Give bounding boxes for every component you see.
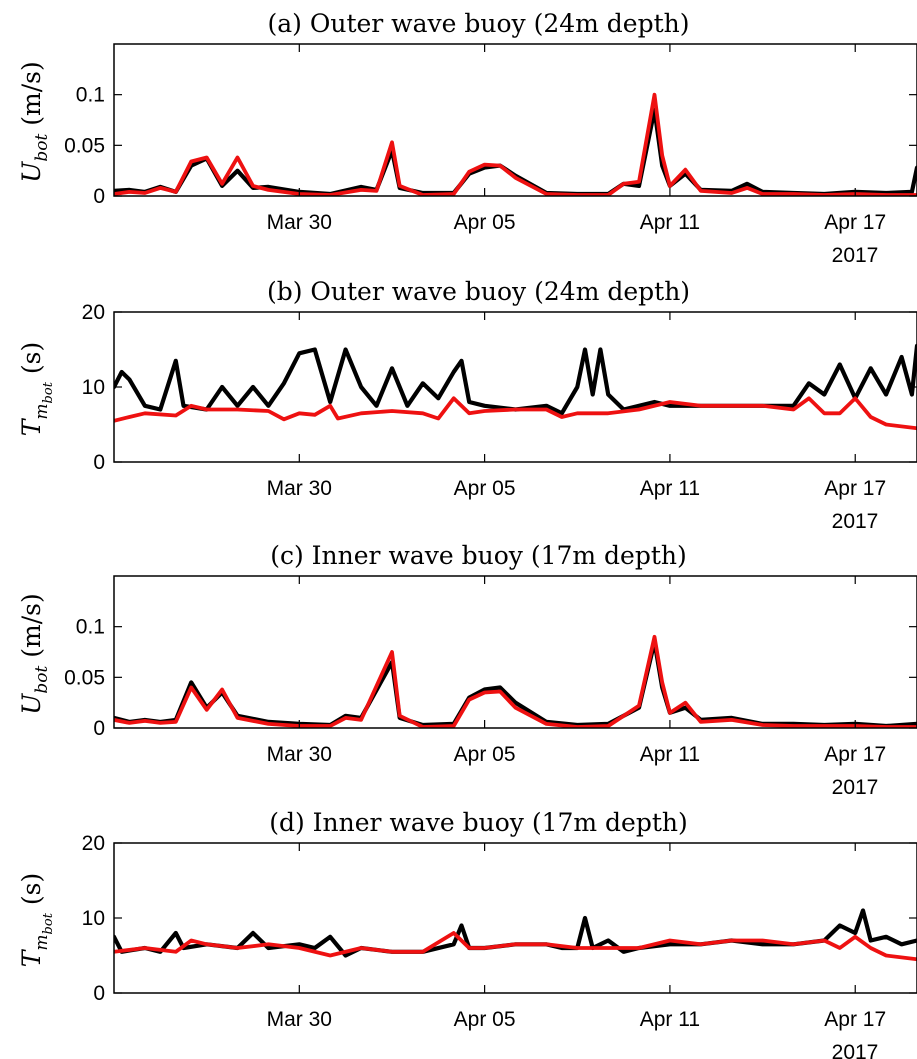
axis-box <box>113 842 917 994</box>
y-axis-label-unit: (m/s) <box>17 61 46 125</box>
x-tick-label: Apr 17 <box>824 1008 886 1031</box>
chart-panel-4: (d) Inner wave buoy (17m depth) 0 10 20 Mar … <box>17 808 917 1059</box>
y-axis-label-main: U <box>17 161 46 183</box>
y-axis-label-unit: (s) <box>17 873 46 905</box>
x-tick-label: Mar 30 <box>267 211 332 234</box>
x-tick-label: Mar 30 <box>267 743 332 766</box>
x-year-label: 2017 <box>832 776 879 799</box>
y-tick-label: 0 <box>93 717 105 740</box>
x-year-label: 2017 <box>832 244 879 267</box>
chart-title: (c) Inner wave buoy (17m depth) <box>270 541 687 570</box>
y-tick-label: 0.1 <box>76 84 105 107</box>
chart-panel-3: (c) Inner wave buoy (17m depth) 0 0.05 0.1 M… <box>17 541 917 799</box>
y-tick-label: 10 <box>82 907 105 930</box>
axis-box <box>113 43 917 197</box>
chart-title: (d) Inner wave buoy (17m depth) <box>269 808 688 837</box>
y-axis-label-unit: (s) <box>17 342 46 374</box>
chart-panel-1: (a) Outer wave buoy (24m depth) 0 0.05 0.1 M… <box>17 9 917 267</box>
x-tick-label: Apr 05 <box>454 211 516 234</box>
x-tick-label: Apr 17 <box>824 211 886 234</box>
y-axis-label-sub: m <box>32 403 52 419</box>
y-tick-label: 20 <box>82 832 105 855</box>
chart-title: (a) Outer wave buoy (24m depth) <box>267 9 689 38</box>
y-axis-label: Ubot (m/s) <box>17 61 52 183</box>
series-line-2 <box>114 634 917 728</box>
y-axis-label-main: T <box>17 417 46 436</box>
axis-box <box>113 575 917 729</box>
y-tick-label: 0 <box>93 982 105 1005</box>
y-axis-label-sub: bot <box>32 666 52 694</box>
y-tick-label: 10 <box>82 376 105 399</box>
x-tick-label: Apr 11 <box>640 211 700 234</box>
y-axis-label-subsub: bot <box>41 381 56 403</box>
y-tick-label: 0.1 <box>76 616 105 639</box>
x-year-label: 2017 <box>832 1041 879 1059</box>
series-line-1 <box>114 343 917 416</box>
x-tick-label: Apr 17 <box>824 477 886 500</box>
y-tick-label: 20 <box>82 301 105 324</box>
x-tick-label: Apr 11 <box>640 477 700 500</box>
x-tick-label: Apr 11 <box>640 1008 700 1031</box>
series-line-2 <box>114 931 917 962</box>
x-year-label: 2017 <box>832 510 879 533</box>
x-tick-label: Mar 30 <box>267 1008 332 1031</box>
y-tick-label: 0.05 <box>64 134 105 157</box>
y-axis-label: Tmbot (s) <box>17 342 56 437</box>
x-tick-label: Apr 05 <box>454 1008 516 1031</box>
series-line-2 <box>114 396 917 431</box>
y-axis-label: Ubot (m/s) <box>17 593 52 715</box>
y-axis-label-unit: (m/s) <box>17 593 46 657</box>
axis-box <box>113 311 917 463</box>
y-axis-label-sub: m <box>32 934 52 950</box>
chart-title: (b) Outer wave buoy (24m depth) <box>267 277 690 306</box>
y-tick-label: 0 <box>93 185 105 208</box>
x-tick-label: Apr 17 <box>824 743 886 766</box>
y-axis-label-main: T <box>17 948 46 967</box>
series-line-2 <box>114 92 917 196</box>
series-line-1 <box>114 107 917 196</box>
y-axis-label-sub: bot <box>32 134 52 162</box>
y-axis-label-subsub: bot <box>41 912 56 934</box>
x-tick-label: Mar 30 <box>267 477 332 500</box>
y-axis-label-main: U <box>17 693 46 715</box>
chart-panel-2: (b) Outer wave buoy (24m depth) 0 10 20 Mar … <box>17 277 917 533</box>
x-tick-label: Apr 05 <box>454 743 516 766</box>
y-axis-label: Tmbot (s) <box>17 873 56 968</box>
y-tick-label: 0.05 <box>64 666 105 689</box>
x-tick-label: Apr 05 <box>454 477 516 500</box>
x-tick-label: Apr 11 <box>640 743 700 766</box>
y-tick-label: 0 <box>93 451 105 474</box>
